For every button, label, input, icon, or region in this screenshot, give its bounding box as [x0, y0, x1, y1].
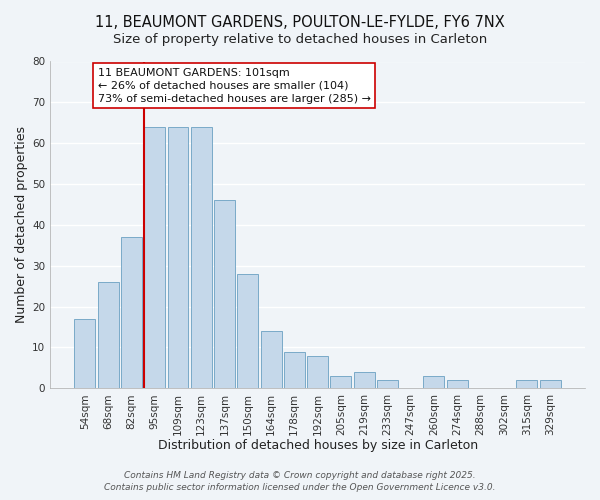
Bar: [540, 380, 560, 388]
Bar: [517, 380, 538, 388]
Text: Size of property relative to detached houses in Carleton: Size of property relative to detached ho…: [113, 32, 487, 46]
Bar: [331, 376, 352, 388]
Bar: [167, 127, 188, 388]
Bar: [214, 200, 235, 388]
Y-axis label: Number of detached properties: Number of detached properties: [15, 126, 28, 324]
X-axis label: Distribution of detached houses by size in Carleton: Distribution of detached houses by size …: [158, 440, 478, 452]
Bar: [191, 127, 212, 388]
Bar: [98, 282, 119, 389]
Bar: [260, 331, 281, 388]
Bar: [446, 380, 467, 388]
Bar: [307, 356, 328, 388]
Text: 11, BEAUMONT GARDENS, POULTON-LE-FYLDE, FY6 7NX: 11, BEAUMONT GARDENS, POULTON-LE-FYLDE, …: [95, 15, 505, 30]
Bar: [74, 319, 95, 388]
Bar: [238, 274, 258, 388]
Bar: [377, 380, 398, 388]
Bar: [121, 237, 142, 388]
Bar: [284, 352, 305, 389]
Bar: [144, 127, 165, 388]
Text: Contains HM Land Registry data © Crown copyright and database right 2025.
Contai: Contains HM Land Registry data © Crown c…: [104, 471, 496, 492]
Text: 11 BEAUMONT GARDENS: 101sqm
← 26% of detached houses are smaller (104)
73% of se: 11 BEAUMONT GARDENS: 101sqm ← 26% of det…: [98, 68, 371, 104]
Bar: [424, 376, 445, 388]
Bar: [353, 372, 374, 388]
